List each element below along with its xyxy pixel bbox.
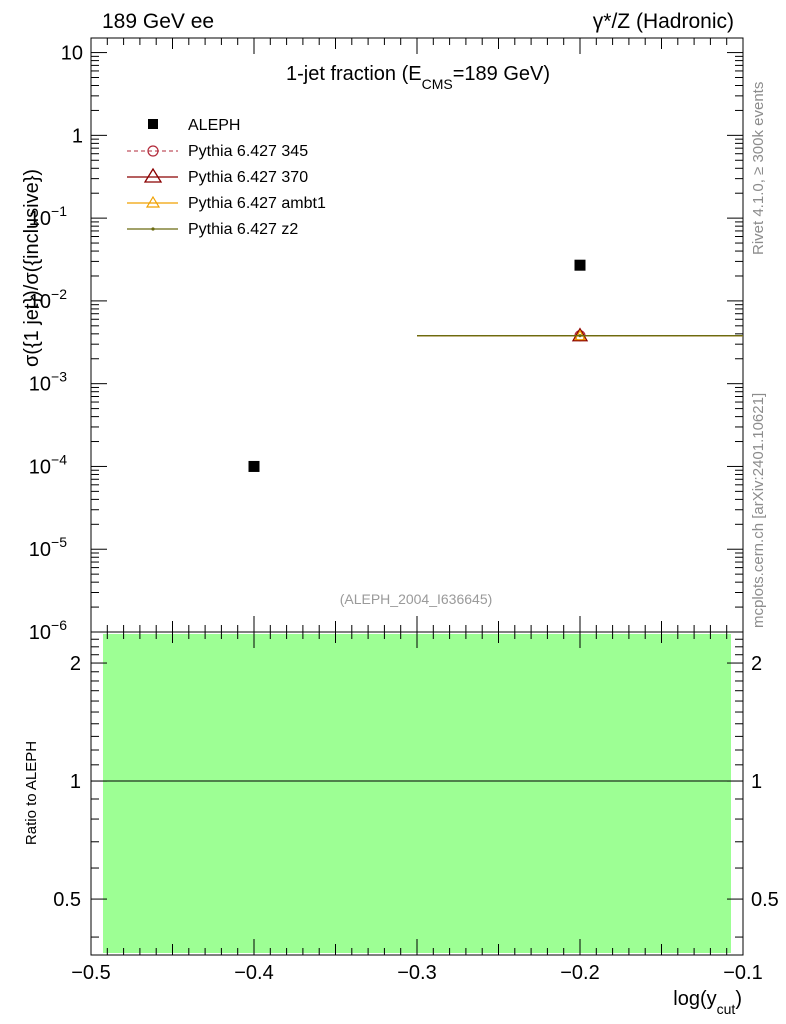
ratio-y-axis-label: Ratio to ALEPH <box>23 741 40 845</box>
main-y-ticks: 10 1 10−1 10−2 10−3 10−4 10−5 10−6 <box>29 43 743 644</box>
main-panel: 10 1 10−1 10−2 10−3 10−4 10−5 10−6 1-jet fracti… <box>21 37 744 644</box>
legend-label-370: Pythia 6.427 370 <box>188 169 308 186</box>
mc-point-370 <box>571 327 589 342</box>
main-y-tick-label: 10−1 <box>29 203 67 230</box>
main-y-tick-label: 10 <box>61 43 83 65</box>
legend-marker-ambt1 <box>145 195 161 208</box>
ratio-y-tick-label: 1 <box>70 771 81 793</box>
legend-marker-370 <box>143 167 163 183</box>
main-data-marks <box>248 259 743 472</box>
legend-marker-z2 <box>151 227 155 231</box>
ratio-uncertainty-band <box>103 634 731 953</box>
main-y-tick-label: 1 <box>72 125 83 147</box>
ratio-y-tick-label: 2 <box>70 653 81 675</box>
x-tick-label: −0.2 <box>560 962 599 984</box>
ratio-y-ticks: 2 2 1 1 0.5 0.5 <box>53 638 779 938</box>
main-y-tick-label: 10−6 <box>29 617 67 644</box>
ratio-y-tick-label-right: 1 <box>751 771 762 793</box>
analysis-watermark: (ALEPH_2004_I636645) <box>340 591 493 607</box>
legend-marker-aleph <box>148 119 158 129</box>
ratio-y-tick-label-right: 0.5 <box>751 889 779 911</box>
ratio-y-tick-label-right: 2 <box>751 653 762 675</box>
header-right-label: γ*/Z (Hadronic) <box>593 10 734 33</box>
aleph-data-point <box>574 259 586 271</box>
mc-point-z2 <box>578 334 582 338</box>
legend-marker-345 <box>147 145 159 157</box>
x-tick-label: −0.3 <box>397 962 436 984</box>
side-label-rivet: Rivet 4.1.0, ≥ 300k events <box>750 82 767 255</box>
ratio-panel: 2 2 1 1 0.5 0.5 −0.5 −0.4 −0.3 −0.2 −0.1 Ratio to… <box>23 631 779 1017</box>
main-y-axis-label: σ({1 jet})/σ({inclusive}) <box>21 169 43 367</box>
ratio-y-tick-label: 0.5 <box>53 889 81 911</box>
main-y-tick-label: 10−5 <box>29 534 67 561</box>
chart-title: 1-jet fraction (ECMS=189 GeV) <box>286 63 550 92</box>
x-tick-label: −0.4 <box>234 962 273 984</box>
main-x-ticks <box>90 38 744 632</box>
legend-label-z2: Pythia 6.427 z2 <box>188 221 298 238</box>
x-axis-label: log(ycut) <box>673 988 742 1017</box>
x-tick-label: −0.5 <box>71 962 110 984</box>
header-left-label: 189 GeV ee <box>102 10 214 33</box>
side-label-mcplots: mcplots.cern.ch [arXiv:2401.10621] <box>750 393 767 628</box>
legend-label-345: Pythia 6.427 345 <box>188 143 308 160</box>
main-y-tick-label: 10−4 <box>29 451 67 478</box>
aleph-data-point <box>248 460 260 472</box>
ratio-x-ticks: −0.5 −0.4 −0.3 −0.2 −0.1 <box>71 632 763 984</box>
legend-label-aleph: ALEPH <box>188 117 240 134</box>
main-y-tick-label: 10−2 <box>29 286 67 313</box>
legend: ALEPH Pythia 6.427 345 Pythia 6.427 370 … <box>127 117 326 238</box>
main-y-tick-label: 10−3 <box>29 369 67 396</box>
legend-label-ambt1: Pythia 6.427 ambt1 <box>188 195 326 212</box>
x-tick-label: −0.1 <box>723 962 762 984</box>
